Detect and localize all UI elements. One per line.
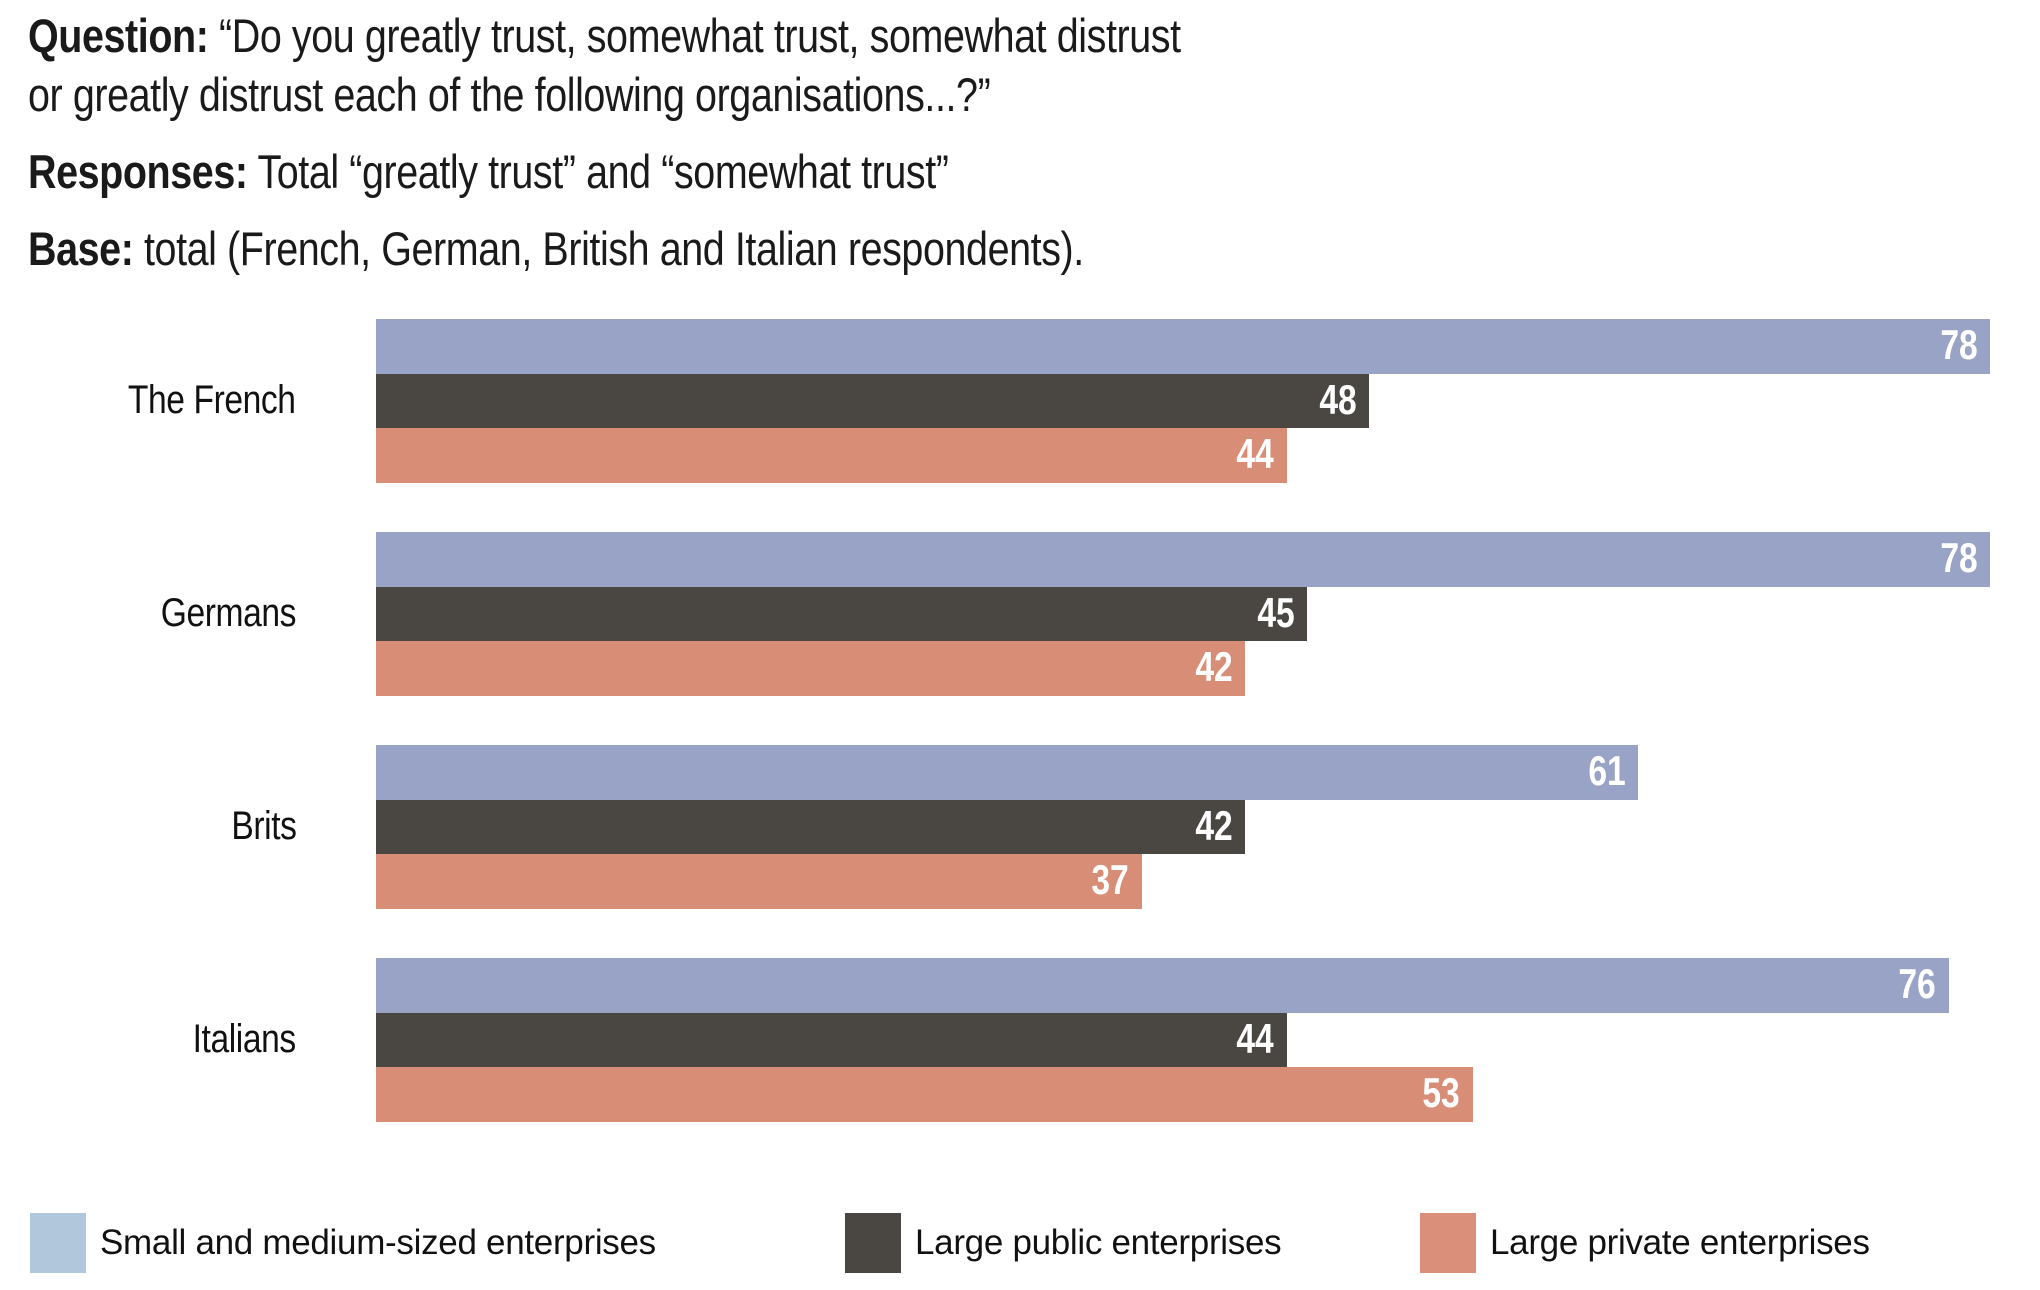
base-text: total (French, German, British and Itali… <box>143 222 1084 275</box>
responses-line: Responses: Total “greatly trust” and “so… <box>28 142 1288 201</box>
legend-item-small-and-medium-sized-enterprises: Small and medium-sized enterprises <box>30 1213 656 1273</box>
bar-value-label: 53 <box>1422 1069 1460 1117</box>
question-text-line-1: “Do you greatly trust, somewhat trust, s… <box>219 9 1181 62</box>
bar-value-label: 44 <box>1236 430 1274 478</box>
bar-small-and-medium-sized-enterprises-germans: 78 <box>376 532 1991 587</box>
category-label-germans: Germans <box>160 591 297 636</box>
bar-value-label: 42 <box>1194 643 1233 691</box>
bar-value-label: 44 <box>1236 1014 1274 1062</box>
category-group-germans: Germans 78 45 42 <box>0 532 2040 696</box>
bar-large-public-enterprises-germans: 45 <box>376 586 1308 641</box>
bar-small-and-medium-sized-enterprises-brits: 61 <box>376 745 1639 800</box>
bars-italians: 76 44 53 <box>376 958 2040 1122</box>
bar-value-label: 78 <box>1939 321 1978 369</box>
category-label-cell: Italians <box>0 958 376 1122</box>
bar-small-and-medium-sized-enterprises-italians: 76 <box>376 958 1949 1013</box>
category-label-cell: Germans <box>0 532 376 696</box>
chart-header: Question: “Do you greatly trust, somewha… <box>28 6 1528 296</box>
category-label-the-french: The French <box>128 378 296 423</box>
question-text-line-2: or greatly distrust each of the followin… <box>28 68 991 121</box>
legend-label-small-and-medium-sized-enterprises: Small and medium-sized enterprises <box>100 1223 656 1262</box>
bar-large-private-enterprises-the-french: 44 <box>376 428 1287 483</box>
responses-text: Total “greatly trust” and “somewhat trus… <box>257 145 949 198</box>
bar-value-label: 37 <box>1091 856 1129 904</box>
bar-large-private-enterprises-germans: 42 <box>376 641 1246 696</box>
bar-value-label: 61 <box>1588 747 1626 795</box>
bar-value-label: 45 <box>1256 588 1295 636</box>
question-line: Question: “Do you greatly trust, somewha… <box>28 6 1288 124</box>
bars-brits: 61 42 37 <box>376 745 2040 909</box>
bar-value-label: 78 <box>1939 534 1978 582</box>
bar-chart: The French 78 48 44 Germans 78 45 42 Brits 61 42 37… <box>0 319 2040 1171</box>
bar-value-label: 76 <box>1898 960 1936 1008</box>
bar-large-public-enterprises-the-french: 48 <box>376 373 1370 428</box>
category-group-brits: Brits 61 42 37 <box>0 745 2040 909</box>
legend-item-large-public-enterprises: Large public enterprises <box>845 1213 1282 1273</box>
category-label-cell: Brits <box>0 745 376 909</box>
legend-item-large-private-enterprises: Large private enterprises <box>1420 1213 1870 1273</box>
category-group-italians: Italians 76 44 53 <box>0 958 2040 1122</box>
bar-large-private-enterprises-italians: 53 <box>376 1067 1473 1122</box>
bar-small-and-medium-sized-enterprises-the-french: 78 <box>376 319 1991 374</box>
bar-large-public-enterprises-italians: 44 <box>376 1012 1287 1067</box>
base-line: Base: total (French, German, British and… <box>28 219 1288 278</box>
category-label-cell: The French <box>0 319 376 483</box>
bar-large-private-enterprises-brits: 37 <box>376 854 1142 909</box>
legend-swatch-small-and-medium-sized-enterprises <box>30 1213 86 1273</box>
question-label: Question: <box>28 9 209 62</box>
category-label-italians: Italians <box>192 1017 297 1062</box>
legend-label-large-private-enterprises: Large private enterprises <box>1490 1223 1870 1262</box>
bar-value-label: 42 <box>1194 801 1233 849</box>
base-label: Base: <box>28 222 134 275</box>
chart-legend: Small and medium-sized enterprises Large … <box>0 1213 2040 1273</box>
legend-label-large-public-enterprises: Large public enterprises <box>915 1223 1282 1262</box>
bar-large-public-enterprises-brits: 42 <box>376 799 1246 854</box>
bar-value-label: 48 <box>1319 375 1357 423</box>
bars-germans: 78 45 42 <box>376 532 2040 696</box>
legend-swatch-large-private-enterprises <box>1420 1213 1476 1273</box>
bars-the-french: 78 48 44 <box>376 319 2040 483</box>
category-label-brits: Brits <box>230 804 297 849</box>
category-group-the-french: The French 78 48 44 <box>0 319 2040 483</box>
bar-groups: The French 78 48 44 Germans 78 45 42 Brits 61 42 37… <box>0 319 2040 1122</box>
responses-label: Responses: <box>28 145 248 198</box>
legend-swatch-large-public-enterprises <box>845 1213 901 1273</box>
